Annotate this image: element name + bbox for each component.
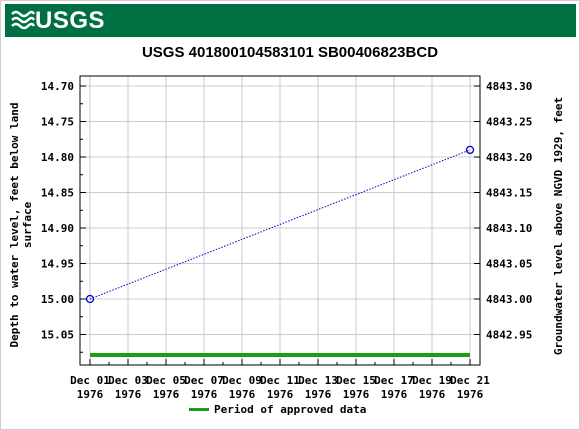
x-tick-label-year: 1976 [457, 388, 484, 401]
right-tick-label: 4843.20 [486, 151, 532, 164]
series-group [85, 145, 475, 357]
legend-approved-label: Period of approved data [214, 403, 367, 416]
x-tick-label: Dec 13 [298, 374, 338, 387]
x-tick-label: Dec 05 [146, 374, 186, 387]
x-tick-label: Dec 21 [450, 374, 490, 387]
right-tick-label: 4843.30 [486, 80, 532, 93]
axis-labels: Depth to water level, feet below land sur… [8, 97, 565, 355]
grid-lines [80, 76, 480, 365]
right-axis-ticks: 4843.30 4843.25 4843.20 4843.15 4843.10 4843.… [474, 80, 532, 342]
x-tick-label: Dec 09 [222, 374, 262, 387]
usgs-banner: USGS [5, 4, 576, 37]
x-tick-label-year: 1976 [115, 388, 142, 401]
x-tick-label-year: 1976 [77, 388, 104, 401]
left-tick-label: 14.70 [41, 80, 74, 93]
x-tick-label: Dec 03 [108, 374, 148, 387]
x-tick-label-year: 1976 [153, 388, 180, 401]
left-axis-ticks: 14.70 14.75 14.80 14.85 14.90 14.95 15.00 15.05 [41, 80, 86, 353]
right-tick-label: 4843.00 [486, 293, 532, 306]
series-line [89, 149, 471, 300]
left-tick-label: 14.85 [41, 187, 74, 200]
data-point-marker [85, 294, 95, 304]
x-tick-label-year: 1976 [305, 388, 332, 401]
data-point-marker [465, 145, 475, 155]
x-tick-label: Dec 01 [70, 374, 110, 387]
legend-approved-swatch [189, 408, 209, 411]
x-tick-label-year: 1976 [419, 388, 446, 401]
usgs-wave-icon [11, 10, 35, 30]
x-tick-label-year: 1976 [191, 388, 218, 401]
usgs-logo-text: USGS [35, 7, 106, 34]
chart-title: USGS 401800104583101 SB00406823BCD [141, 44, 439, 61]
right-tick-label: 4843.25 [486, 116, 532, 129]
right-tick-label: 4843.15 [486, 187, 532, 200]
x-tick-label: Dec 17 [374, 374, 414, 387]
x-tick-label: Dec 15 [336, 374, 376, 387]
left-axis-label-line2: surface [21, 201, 34, 248]
x-tick-label: Dec 07 [184, 374, 224, 387]
left-tick-label: 14.75 [41, 116, 74, 129]
right-tick-label: 4843.10 [486, 222, 532, 235]
left-tick-label: 14.80 [41, 151, 74, 164]
left-tick-label: 15.00 [41, 293, 74, 306]
x-tick-label-year: 1976 [229, 388, 256, 401]
left-tick-label: 15.05 [41, 329, 74, 342]
right-tick-label: 4843.05 [486, 258, 532, 271]
left-tick-label: 14.95 [41, 258, 74, 271]
x-tick-label-year: 1976 [381, 388, 408, 401]
right-axis-label: Groundwater level above NGVD 1929, feet [552, 97, 565, 355]
x-tick-label-year: 1976 [343, 388, 370, 401]
x-tick-label: Dec 11 [260, 374, 300, 387]
left-axis-label-line1: Depth to water level, feet below land [8, 102, 21, 347]
right-tick-label: 4842.95 [486, 329, 532, 342]
x-tick-label: Dec 19 [412, 374, 452, 387]
x-tick-label-year: 1976 [267, 388, 294, 401]
left-tick-label: 14.90 [41, 222, 74, 235]
